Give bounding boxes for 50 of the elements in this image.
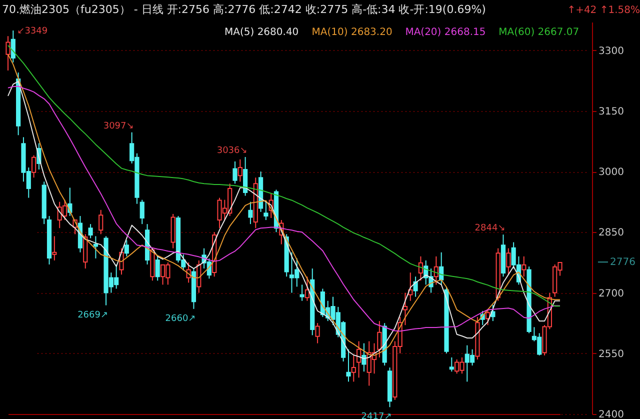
candlestick <box>243 156 248 196</box>
candlestick <box>264 201 268 221</box>
candlestick <box>140 199 144 225</box>
candlestick <box>522 256 526 278</box>
text: MA(10) 2683.20 <box>312 27 392 38</box>
candlestick <box>377 320 382 358</box>
candlestick <box>88 224 93 239</box>
y-tick-label: 3300 <box>598 46 624 57</box>
annotation: 3097↘ <box>103 121 134 132</box>
candlestick <box>506 248 511 276</box>
y-tick-label: 2850 <box>598 228 624 239</box>
y-tick-label: 2550 <box>598 348 624 360</box>
candlestick <box>238 158 242 182</box>
annotation: ↙3349 <box>17 26 48 36</box>
text: MA(20) 2668.15 <box>405 27 486 38</box>
candlestick <box>124 240 129 257</box>
candlestick <box>346 348 351 382</box>
candlestick <box>248 201 253 225</box>
candlestick <box>31 154 36 178</box>
candlestick <box>402 292 408 326</box>
candlestick <box>98 209 104 235</box>
candlestick <box>351 354 356 382</box>
y-tick-label: 3150 <box>598 106 624 118</box>
candlestick <box>304 276 310 302</box>
candlestick <box>232 160 238 184</box>
candlestick <box>186 262 191 284</box>
candlestick <box>52 236 57 261</box>
candlestick <box>362 342 366 372</box>
annotation: 3036↘ <box>216 146 248 156</box>
candlestick <box>300 284 304 302</box>
y-tick-label: 2400 <box>598 410 624 419</box>
text: MA(60) 2667.07 <box>498 27 580 38</box>
candlestick <box>6 36 10 71</box>
chart-title: 70.燃油2305（fu2305） - 日线 开:2756 高:2776 低:2742 收:2775 高-低:34 收-开:19(0.69%) <box>2 3 486 16</box>
annotation: 2669↗ <box>78 310 108 320</box>
annotation: 2844↘ <box>474 224 506 234</box>
candlestick <box>418 256 424 282</box>
y-tick-label: 2700 <box>598 288 624 300</box>
candlestick <box>356 340 362 378</box>
candlestick <box>155 256 160 282</box>
candlestick <box>93 236 98 259</box>
candlestick <box>10 30 16 63</box>
text: ↑+42 ↑1.58% <box>567 5 640 16</box>
text: MA(5) 2680.40 <box>224 27 299 38</box>
annotation: 2660↗ <box>165 314 196 324</box>
y-tick-label: 3000 <box>598 167 624 178</box>
ref-line-label: 2776 <box>610 257 636 268</box>
candlestick <box>315 322 320 344</box>
candlestick <box>449 356 454 372</box>
annotation: 2417↗ <box>361 412 392 419</box>
